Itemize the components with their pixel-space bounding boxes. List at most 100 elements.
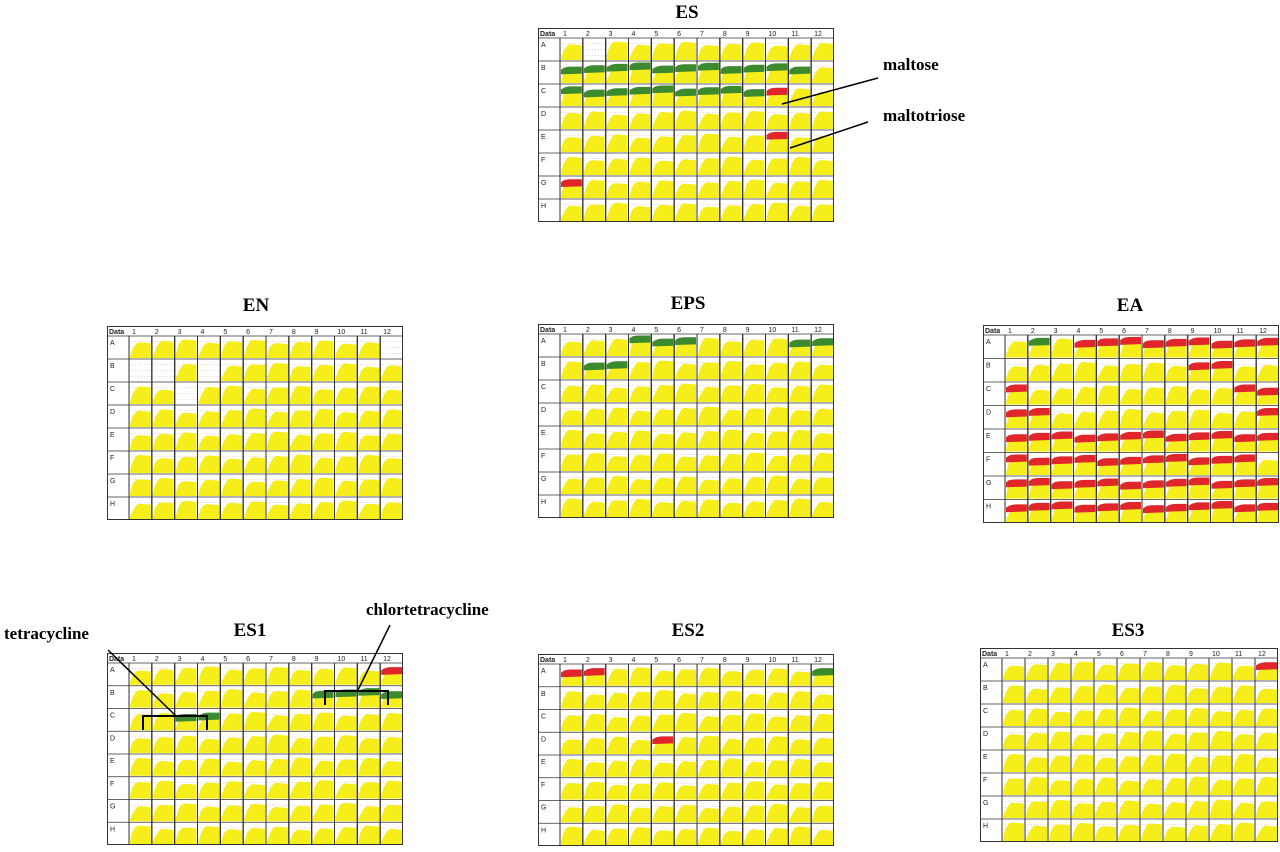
well-H8 xyxy=(1164,335,1188,523)
well-H3 xyxy=(1047,658,1071,842)
well-H7 xyxy=(1141,335,1165,523)
column-label: 7 xyxy=(700,327,704,334)
well-H5 xyxy=(650,664,675,846)
column-label: 12 xyxy=(383,329,391,336)
column-label: 4 xyxy=(632,327,636,334)
column-label: 6 xyxy=(677,327,681,334)
well-H12 xyxy=(810,664,834,846)
row-label: D xyxy=(541,736,546,743)
column-label: 11 xyxy=(360,329,367,336)
well-H8 xyxy=(288,336,312,520)
column-label: 5 xyxy=(1097,651,1101,658)
maltotriose-leader-line xyxy=(789,121,869,149)
well-H5 xyxy=(650,334,675,518)
well-H1 xyxy=(1004,335,1028,523)
row-label: D xyxy=(110,735,115,742)
column-label: 5 xyxy=(1099,328,1103,335)
column-label: 1 xyxy=(132,656,136,663)
well-H1 xyxy=(1001,658,1025,842)
row-label: G xyxy=(541,180,546,187)
column-label: 8 xyxy=(292,329,296,336)
maltose-leader-line xyxy=(781,77,879,105)
plate-corner-label: Data xyxy=(985,328,1000,335)
well-H4 xyxy=(628,664,652,846)
column-label: 2 xyxy=(155,329,159,336)
row-label: C xyxy=(983,708,988,715)
row-label: E xyxy=(110,758,115,765)
row-label: E xyxy=(983,754,988,761)
row-label: G xyxy=(110,478,115,485)
column-label: 6 xyxy=(246,656,250,663)
well-H5 xyxy=(219,336,244,520)
row-label: F xyxy=(986,457,990,464)
column-label: 10 xyxy=(338,656,346,663)
column-label: 11 xyxy=(791,31,798,38)
well-H2 xyxy=(582,38,606,222)
row-label: E xyxy=(110,432,115,439)
row-label: E xyxy=(541,430,546,437)
column-label: 2 xyxy=(1031,328,1035,335)
column-label: 11 xyxy=(1236,328,1243,335)
well-H8 xyxy=(1162,658,1186,842)
column-label: 3 xyxy=(1054,328,1058,335)
tetracycline-bracket xyxy=(142,715,208,730)
column-label: 7 xyxy=(700,31,704,38)
row-label: C xyxy=(541,384,546,391)
column-label: 6 xyxy=(1120,651,1124,658)
column-label: 6 xyxy=(246,329,250,336)
plate-corner-label: Data xyxy=(540,31,555,38)
column-label: 12 xyxy=(1258,651,1266,658)
column-label: 3 xyxy=(178,329,182,336)
row-label: H xyxy=(110,501,115,508)
row-label: G xyxy=(541,805,546,812)
column-label: 2 xyxy=(586,657,590,664)
column-label: 6 xyxy=(1122,328,1126,335)
column-label: 1 xyxy=(1008,328,1012,335)
column-label: 10 xyxy=(769,31,777,38)
well-E10 xyxy=(765,38,789,222)
row-label: F xyxy=(541,157,545,164)
row-label: D xyxy=(110,409,115,416)
well-H4 xyxy=(1070,658,1094,842)
column-label: 12 xyxy=(814,31,822,38)
row-label: F xyxy=(983,777,987,784)
row-label: B xyxy=(541,691,546,698)
well-H10 xyxy=(334,663,358,845)
plate-title-es1: ES1 xyxy=(233,620,267,641)
well-H8 xyxy=(719,38,743,222)
well-H6 xyxy=(1116,658,1140,842)
plate-title-es: ES xyxy=(675,2,699,23)
row-label: C xyxy=(986,386,991,393)
column-label: 6 xyxy=(677,31,681,38)
well-H7 xyxy=(1139,658,1163,842)
column-label: 4 xyxy=(1074,651,1078,658)
column-label: 7 xyxy=(1143,651,1147,658)
row-label: D xyxy=(983,731,988,738)
row-label: H xyxy=(986,504,991,511)
plate-corner-label: Data xyxy=(982,651,997,658)
plate-corner-label: Data xyxy=(540,657,555,664)
row-label: H xyxy=(541,499,546,506)
well-H12 xyxy=(810,38,834,222)
well-H12 xyxy=(810,334,834,518)
column-label: 11 xyxy=(791,327,798,334)
column-label: 5 xyxy=(654,31,658,38)
column-label: 8 xyxy=(1166,651,1170,658)
row-label: G xyxy=(110,804,115,811)
row-label: G xyxy=(986,480,991,487)
well-H7 xyxy=(696,38,720,222)
well-H7 xyxy=(696,664,720,846)
well-H8 xyxy=(288,663,312,845)
well-H6 xyxy=(1118,335,1142,523)
row-label: H xyxy=(983,823,988,830)
row-label: A xyxy=(110,340,115,347)
well-H10 xyxy=(765,334,789,518)
column-label: 8 xyxy=(1168,328,1172,335)
row-label: B xyxy=(986,363,991,370)
well-H6 xyxy=(673,664,697,846)
tetracycline-leader-line xyxy=(107,649,177,717)
column-label: 11 xyxy=(1235,651,1242,658)
